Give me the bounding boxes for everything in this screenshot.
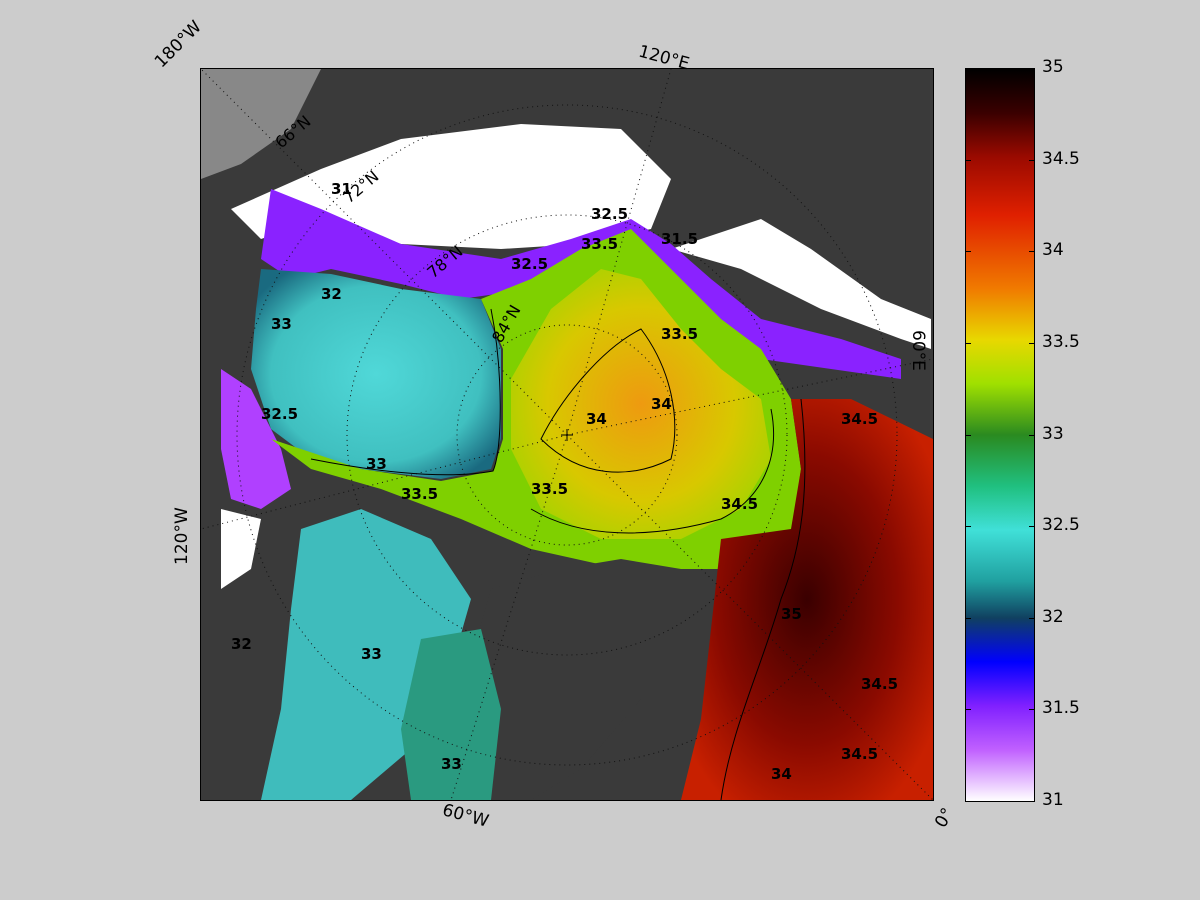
- colorbar-tick-label: 31: [1042, 790, 1064, 810]
- fresh-water-band: [261, 189, 901, 379]
- contour-label: 33.5: [581, 235, 618, 253]
- colorbar-tick-mark: [965, 68, 971, 69]
- colorbar-tick-label: 33.5: [1042, 331, 1080, 352]
- colorbar-tick-mark: [1029, 68, 1035, 69]
- colorbar-tick-mark: [1029, 159, 1035, 161]
- colorbar-tick-mark: [1029, 342, 1035, 344]
- baffin-water: [401, 629, 501, 800]
- salinity-map: 66°N 72°N 78°N 84°N 31 32.5 32.5 31.5 32 33 32.5 33…: [200, 68, 934, 801]
- colorbar-tick-mark: [965, 251, 971, 253]
- contour-label: 33: [271, 315, 292, 333]
- graticule: [201, 69, 933, 800]
- colorbar-tick-mark: [965, 617, 971, 619]
- colorbar-tick-label: 32.5: [1042, 515, 1080, 536]
- contour-label: 32.5: [591, 205, 628, 223]
- colorbar-tick-label: 34: [1042, 240, 1064, 261]
- contour-label: 32.5: [511, 255, 548, 273]
- contour-label: 34.5: [861, 675, 898, 693]
- colorbar-tick-mark: [1029, 801, 1035, 802]
- beaufort-gyre: [251, 269, 501, 479]
- contour-label: 34: [651, 395, 672, 413]
- contour-label: 33: [361, 645, 382, 663]
- contour-label: 31.5: [661, 230, 698, 248]
- colorbar: [965, 68, 1035, 802]
- pole-marker: [561, 429, 573, 441]
- colorbar-tick-label: 31.5: [1042, 698, 1080, 719]
- contour-label: 34: [771, 765, 792, 783]
- label-60w: 60°W: [440, 800, 491, 832]
- contours: [310, 308, 806, 800]
- gray-corner: [201, 69, 321, 179]
- contour-label: 32.5: [261, 405, 298, 423]
- contour-label: 34.5: [841, 410, 878, 428]
- colorbar-tick-mark: [1029, 617, 1035, 619]
- label-180w: 180°W: [150, 17, 206, 72]
- contour-label: 32: [231, 635, 252, 653]
- sea-ice-canadian: [221, 509, 261, 589]
- label-60e: 60°E: [908, 330, 928, 371]
- colorbar-tick-mark: [965, 801, 971, 802]
- colorbar-tick-mark: [965, 159, 971, 161]
- contour-label: 33.5: [661, 325, 698, 343]
- colorbar-tick-mark: [1029, 709, 1035, 711]
- fresh-water-west: [221, 369, 291, 509]
- contour-label: 33.5: [531, 480, 568, 498]
- colorbar-tick-mark: [965, 434, 971, 436]
- sea-ice-kara: [671, 219, 931, 349]
- contour-label: 34.5: [721, 495, 758, 513]
- colorbar-tick-label: 32: [1042, 606, 1064, 627]
- colorbar-tick-mark: [965, 526, 971, 528]
- colorbar-tick-mark: [1029, 526, 1035, 528]
- contour-label: 34.5: [841, 745, 878, 763]
- contour-label: 34: [586, 410, 607, 428]
- colorbar-tick-mark: [965, 709, 971, 711]
- atlantic-inflow: [681, 399, 933, 800]
- contour-label: 35: [781, 605, 802, 623]
- contour-label: 31: [331, 180, 352, 198]
- colorbar-tick-mark: [1029, 434, 1035, 436]
- contour-label: 32: [321, 285, 342, 303]
- colorbar-tick-mark: [1029, 251, 1035, 253]
- label-120w: 120°W: [172, 507, 192, 565]
- greenland: [471, 559, 681, 800]
- eurasian-basin: [511, 269, 771, 539]
- contour-label: 33: [441, 755, 462, 773]
- colorbar-tick-label: 35: [1042, 57, 1064, 77]
- label-0: 0°: [931, 804, 959, 832]
- contour-label: 33.5: [401, 485, 438, 503]
- colorbar-tick-label: 33: [1042, 423, 1064, 444]
- contour-label: 33: [366, 455, 387, 473]
- colorbar-tick-mark: [965, 342, 971, 344]
- map-canvas: 66°N72°N78°N84°N3132.532.531.5323332.533…: [201, 69, 933, 800]
- colorbar-tick-label: 34.5: [1042, 148, 1080, 169]
